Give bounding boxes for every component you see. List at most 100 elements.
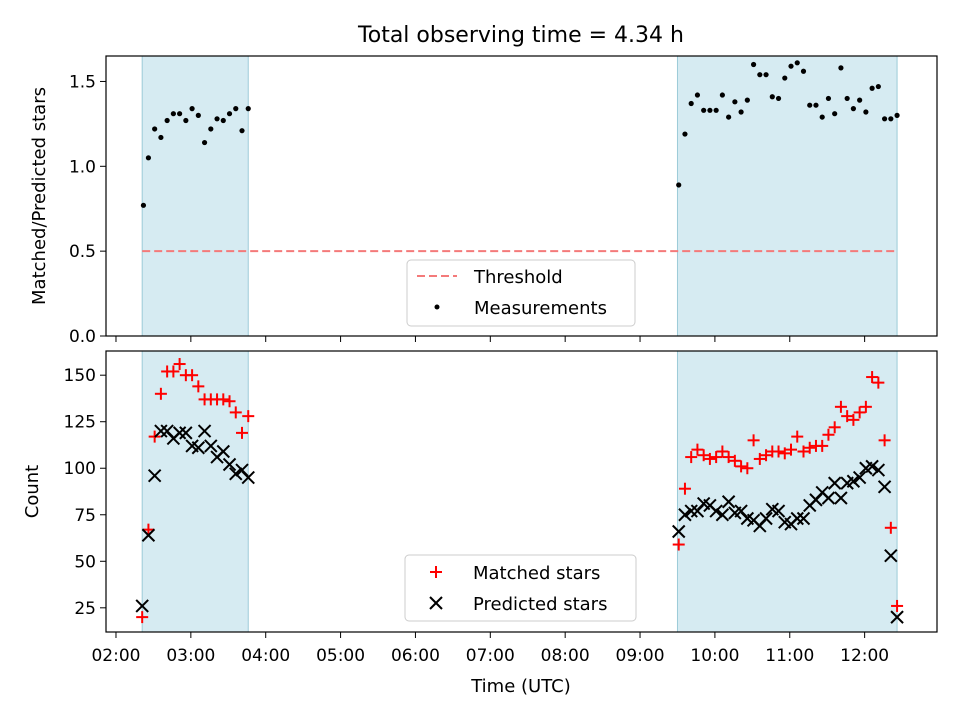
marker-stroke [796, 511, 811, 526]
measurement-point [750, 61, 757, 68]
marker-stroke [696, 496, 711, 511]
matched-star-point [791, 430, 804, 443]
x-tick-label: 03:00 [166, 646, 215, 666]
matched-star-point [853, 406, 866, 419]
legend-measurements-label: Measurements [474, 298, 607, 319]
marker-stroke [235, 463, 249, 477]
marker-stroke [871, 463, 886, 477]
predicted-star-point [172, 426, 187, 440]
marker-stroke [771, 504, 786, 518]
predicted-star-point [790, 511, 804, 526]
measurement-point [239, 128, 245, 134]
predicted-star-point [141, 528, 156, 542]
marker-stroke [734, 504, 748, 518]
matched-star-point [716, 445, 729, 458]
measurement-point [719, 92, 725, 98]
marker-stroke [135, 599, 149, 613]
measurement-point [838, 65, 844, 71]
count-panel: 25 50 75 100 125 150 02:00 03:00 04:00 05:00 06:0… [22, 350, 938, 666]
x-axis-label: Time (UTC) [470, 676, 571, 697]
legend-measurements-swatch [434, 304, 440, 310]
measurement-point [819, 114, 825, 120]
matched-star-point [866, 371, 879, 384]
matched-star-point [672, 538, 685, 551]
marker-stroke [778, 515, 792, 529]
measurement-point [195, 112, 201, 118]
marker-stroke [160, 424, 174, 438]
marker-stroke [154, 424, 168, 438]
predicted-star-point [204, 439, 218, 453]
measurement-point [788, 63, 794, 69]
legend-box [406, 259, 636, 327]
x-tick-label: 10:00 [690, 646, 739, 666]
marker-stroke [672, 524, 686, 539]
marker-stroke [890, 610, 904, 624]
marker-stroke [821, 491, 836, 505]
y-axis-label: Matched/Predicted stars [29, 87, 50, 305]
measurement-point [145, 155, 152, 161]
measurement-point [170, 111, 176, 117]
x-tick-label: 08:00 [541, 646, 590, 666]
matched-star-point [816, 439, 829, 452]
marker-stroke [204, 439, 218, 453]
y-tick-label: 25 [74, 599, 96, 619]
marker-stroke [834, 491, 848, 505]
matched-star-point [878, 434, 891, 447]
predicted-star-point [684, 504, 698, 518]
measurement-point [158, 134, 164, 141]
legend-matched-swatch [430, 566, 442, 578]
measurement-point [208, 126, 214, 132]
measurement-point [769, 94, 775, 100]
predicted-star-point [709, 504, 723, 518]
ratio-panel: 0.0 0.5 1.0 1.5 Matched/Predicted stars Thr… [29, 55, 938, 347]
matched-star-point [772, 445, 785, 458]
predicted-star-point [884, 548, 898, 563]
matched-star-point [828, 421, 841, 434]
predicted-star-point [191, 441, 206, 455]
marker-stroke [222, 457, 237, 472]
matched-star-point [760, 449, 773, 462]
predicted-star-point [852, 470, 867, 485]
marker-stroke [877, 480, 892, 494]
matched-star-point [167, 365, 180, 378]
x-tick-label: 06:00 [391, 646, 440, 666]
measurement-point [863, 109, 869, 115]
predicted-star-point [771, 504, 786, 518]
legend-predicted-label: Predicted stars [473, 594, 607, 615]
x-tick-label: 05:00 [316, 646, 365, 666]
measurement-point [140, 202, 147, 208]
x-tick-label: 07:00 [466, 646, 515, 666]
y-tick-label: 75 [74, 506, 96, 526]
matched-star-point [728, 454, 741, 467]
matched-star-point [785, 443, 798, 456]
matched-star-point [859, 400, 872, 413]
matched-star-point [186, 369, 199, 382]
matched-star-point [229, 406, 242, 419]
marker-stroke [191, 441, 206, 455]
matched-star-point [192, 380, 205, 393]
predicted-star-point [759, 511, 773, 526]
predicted-star-point [241, 470, 255, 485]
measurement-point [694, 92, 701, 98]
matched-star-point [691, 443, 704, 456]
measurement-point [832, 111, 838, 117]
matched-star-point [884, 521, 897, 534]
marker-stroke [740, 511, 755, 526]
marker-stroke [185, 439, 199, 453]
measurement-point [894, 112, 900, 118]
y-axis-label: Count [22, 465, 43, 518]
measurement-point [782, 75, 788, 81]
matched-star-point [703, 452, 716, 465]
measurement-point [775, 95, 782, 102]
predicted-star-point [821, 491, 836, 505]
marker-stroke [709, 504, 723, 518]
y-tick-label: 1.0 [69, 157, 96, 177]
x-tick-label: 09:00 [616, 646, 665, 666]
predicted-star-point [154, 424, 168, 438]
measurement-point [738, 109, 744, 115]
matched-star-point [236, 426, 249, 439]
matched-star-point [847, 413, 860, 426]
predicted-star-point [147, 468, 162, 483]
observing-interval [676, 55, 898, 337]
measurement-point [850, 106, 857, 112]
